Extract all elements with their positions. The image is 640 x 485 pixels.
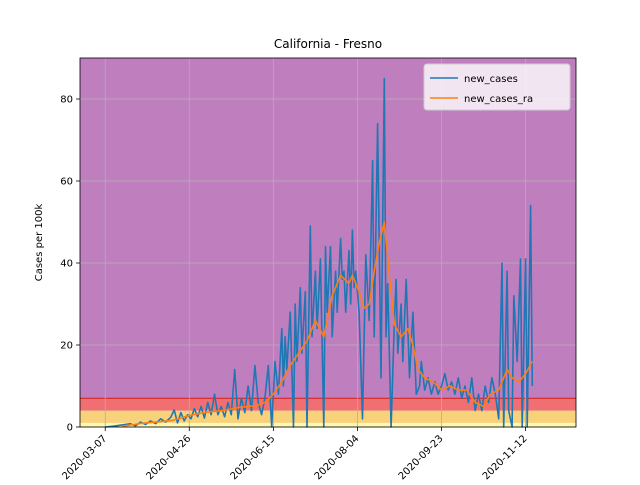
y-tick-label: 60	[60, 177, 73, 188]
x-tick-label: 2020-09-23	[397, 433, 446, 480]
y-tick-label: 0	[67, 423, 73, 434]
chart-title: California - Fresno	[274, 37, 382, 51]
x-tick-label: 2020-03-07	[60, 433, 109, 480]
y-axis-label: Cases per 100k	[34, 204, 45, 282]
x-tick-label: 2020-08-04	[313, 433, 362, 480]
x-tick-label: 2020-11-12	[481, 433, 530, 480]
y-axis: 0 20 40 60 80	[60, 95, 80, 434]
threshold-bands	[80, 58, 576, 427]
x-tick-label: 2020-06-15	[229, 433, 278, 480]
x-tick-label: 2020-04-26	[145, 433, 194, 480]
threshold-band-2	[80, 398, 576, 410]
legend-label-new_cases_ra: new_cases_ra	[464, 94, 533, 105]
y-tick-label: 40	[60, 259, 73, 270]
x-axis: 2020-03-07 2020-04-26 2020-06-15 2020-08-04…	[60, 427, 529, 480]
threshold-band-1	[80, 411, 576, 423]
y-tick-label: 20	[60, 341, 73, 352]
legend: new_cases new_cases_ra	[424, 64, 570, 110]
legend-label-new_cases: new_cases	[464, 74, 518, 85]
y-tick-label: 80	[60, 95, 73, 106]
